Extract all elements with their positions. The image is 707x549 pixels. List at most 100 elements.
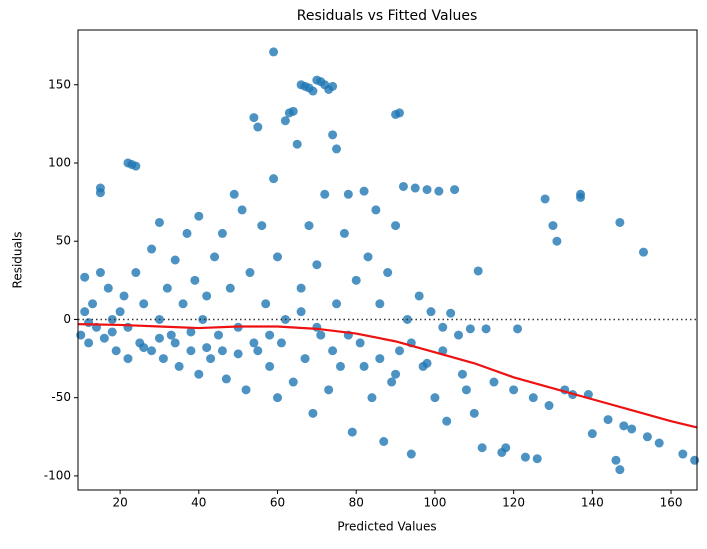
point [343,189,353,199]
point [131,161,141,171]
point [461,385,471,395]
point [347,427,357,437]
point [489,377,499,387]
point [76,330,86,340]
point [253,122,263,132]
point [225,283,235,293]
point [576,192,586,202]
point [395,346,405,356]
point [316,330,326,340]
point [312,322,322,332]
point [99,333,109,343]
point [363,252,373,262]
point [359,186,369,196]
point [217,346,227,356]
point [548,221,558,231]
point [202,291,212,301]
point [84,338,94,348]
point [88,299,98,309]
point [213,330,223,340]
point [80,307,90,317]
point [158,354,168,364]
x-tick-label: 40 [191,496,206,510]
point [139,299,149,309]
point [457,369,467,379]
point [131,268,141,278]
point [147,244,157,254]
point [304,221,314,231]
point [513,324,523,334]
point [111,346,121,356]
point [690,455,700,465]
point [410,183,420,193]
point [103,283,113,293]
point [367,393,377,403]
point [481,324,491,334]
point [80,272,90,282]
point [198,314,208,324]
point [414,291,424,301]
point [430,393,440,403]
point [422,185,432,195]
point [217,228,227,238]
point [391,221,401,231]
x-tick-label: 20 [112,496,127,510]
point [501,443,511,453]
y-tick-label: 50 [56,234,71,248]
x-tick-label: 140 [581,496,604,510]
point [328,81,338,91]
point [276,338,286,348]
point [233,349,243,359]
point [292,139,302,149]
point [473,266,483,276]
y-axis-label: Residuals [11,232,25,289]
trend-line [77,323,698,429]
point [398,181,408,191]
point [166,330,176,340]
point [221,374,231,384]
point [257,221,267,231]
point [107,314,117,324]
point [288,377,298,387]
point [335,361,345,371]
point [186,346,196,356]
point [182,228,192,238]
point [446,308,456,318]
point [422,358,432,368]
point [387,377,397,387]
point [206,354,216,364]
y-tick-label: -100 [44,468,71,482]
point [324,385,334,395]
point [615,217,625,227]
point [147,346,157,356]
point [186,327,196,337]
point [95,268,105,278]
point [450,185,460,195]
point [379,436,389,446]
point [426,307,436,317]
chart-title: Residuals vs Fitted Values [297,8,478,24]
point [253,346,263,356]
point [615,465,625,475]
point [528,393,538,403]
point [269,174,279,184]
point [210,252,220,262]
point [654,438,664,448]
point [170,338,180,348]
y-tick-label: 150 [48,77,71,91]
point [520,452,530,462]
point [265,361,275,371]
point [245,268,255,278]
point [202,343,212,353]
y-tick-label: 0 [63,312,71,326]
point [552,236,562,246]
x-tick-label: 160 [660,496,683,510]
point [249,338,259,348]
x-tick-label: 120 [502,496,525,510]
point [587,429,597,439]
point [642,432,652,442]
point [406,449,416,459]
point [391,369,401,379]
point [174,361,184,371]
